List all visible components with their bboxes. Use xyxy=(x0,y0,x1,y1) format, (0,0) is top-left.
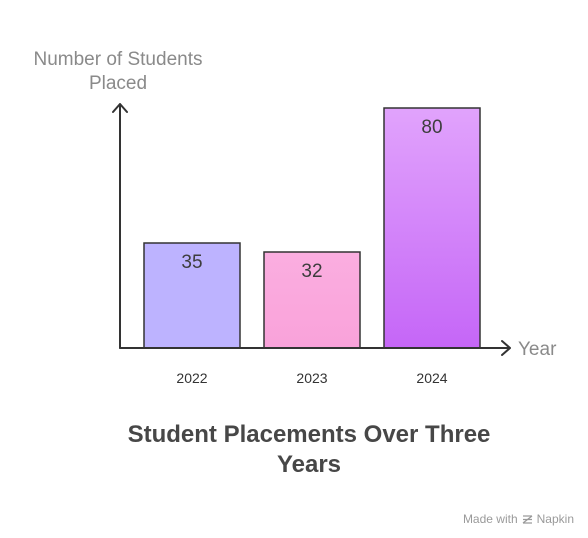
bar-value-label-2024: 80 xyxy=(421,117,442,138)
x-tick-label-2024: 2024 xyxy=(416,370,447,386)
bar-value-label-2023: 32 xyxy=(301,261,322,282)
watermark-brand: Napkin xyxy=(536,512,574,526)
y-axis xyxy=(112,103,128,349)
axes-layer xyxy=(112,103,511,356)
bar-value-label-2022: 35 xyxy=(181,252,202,273)
bars-layer xyxy=(143,107,481,349)
y-axis-label: Number of Students Placed xyxy=(33,49,203,94)
bar-2024 xyxy=(383,107,481,349)
napkin-logo-icon xyxy=(522,514,533,524)
bar-2022 xyxy=(143,242,241,349)
watermark: Made with Napkin xyxy=(463,512,574,526)
x-axis xyxy=(119,340,511,356)
x-tick-label-2022: 2022 xyxy=(176,370,207,386)
x-tick-label-2023: 2023 xyxy=(296,370,327,386)
chart-title: Student Placements Over Three Years xyxy=(127,421,491,478)
x-axis-label: Year xyxy=(518,339,557,360)
labels-layer: 35 2022 32 2023 80 2024 Year xyxy=(176,117,557,386)
bar-2023 xyxy=(263,251,361,349)
watermark-made-with: Made with xyxy=(462,512,518,526)
